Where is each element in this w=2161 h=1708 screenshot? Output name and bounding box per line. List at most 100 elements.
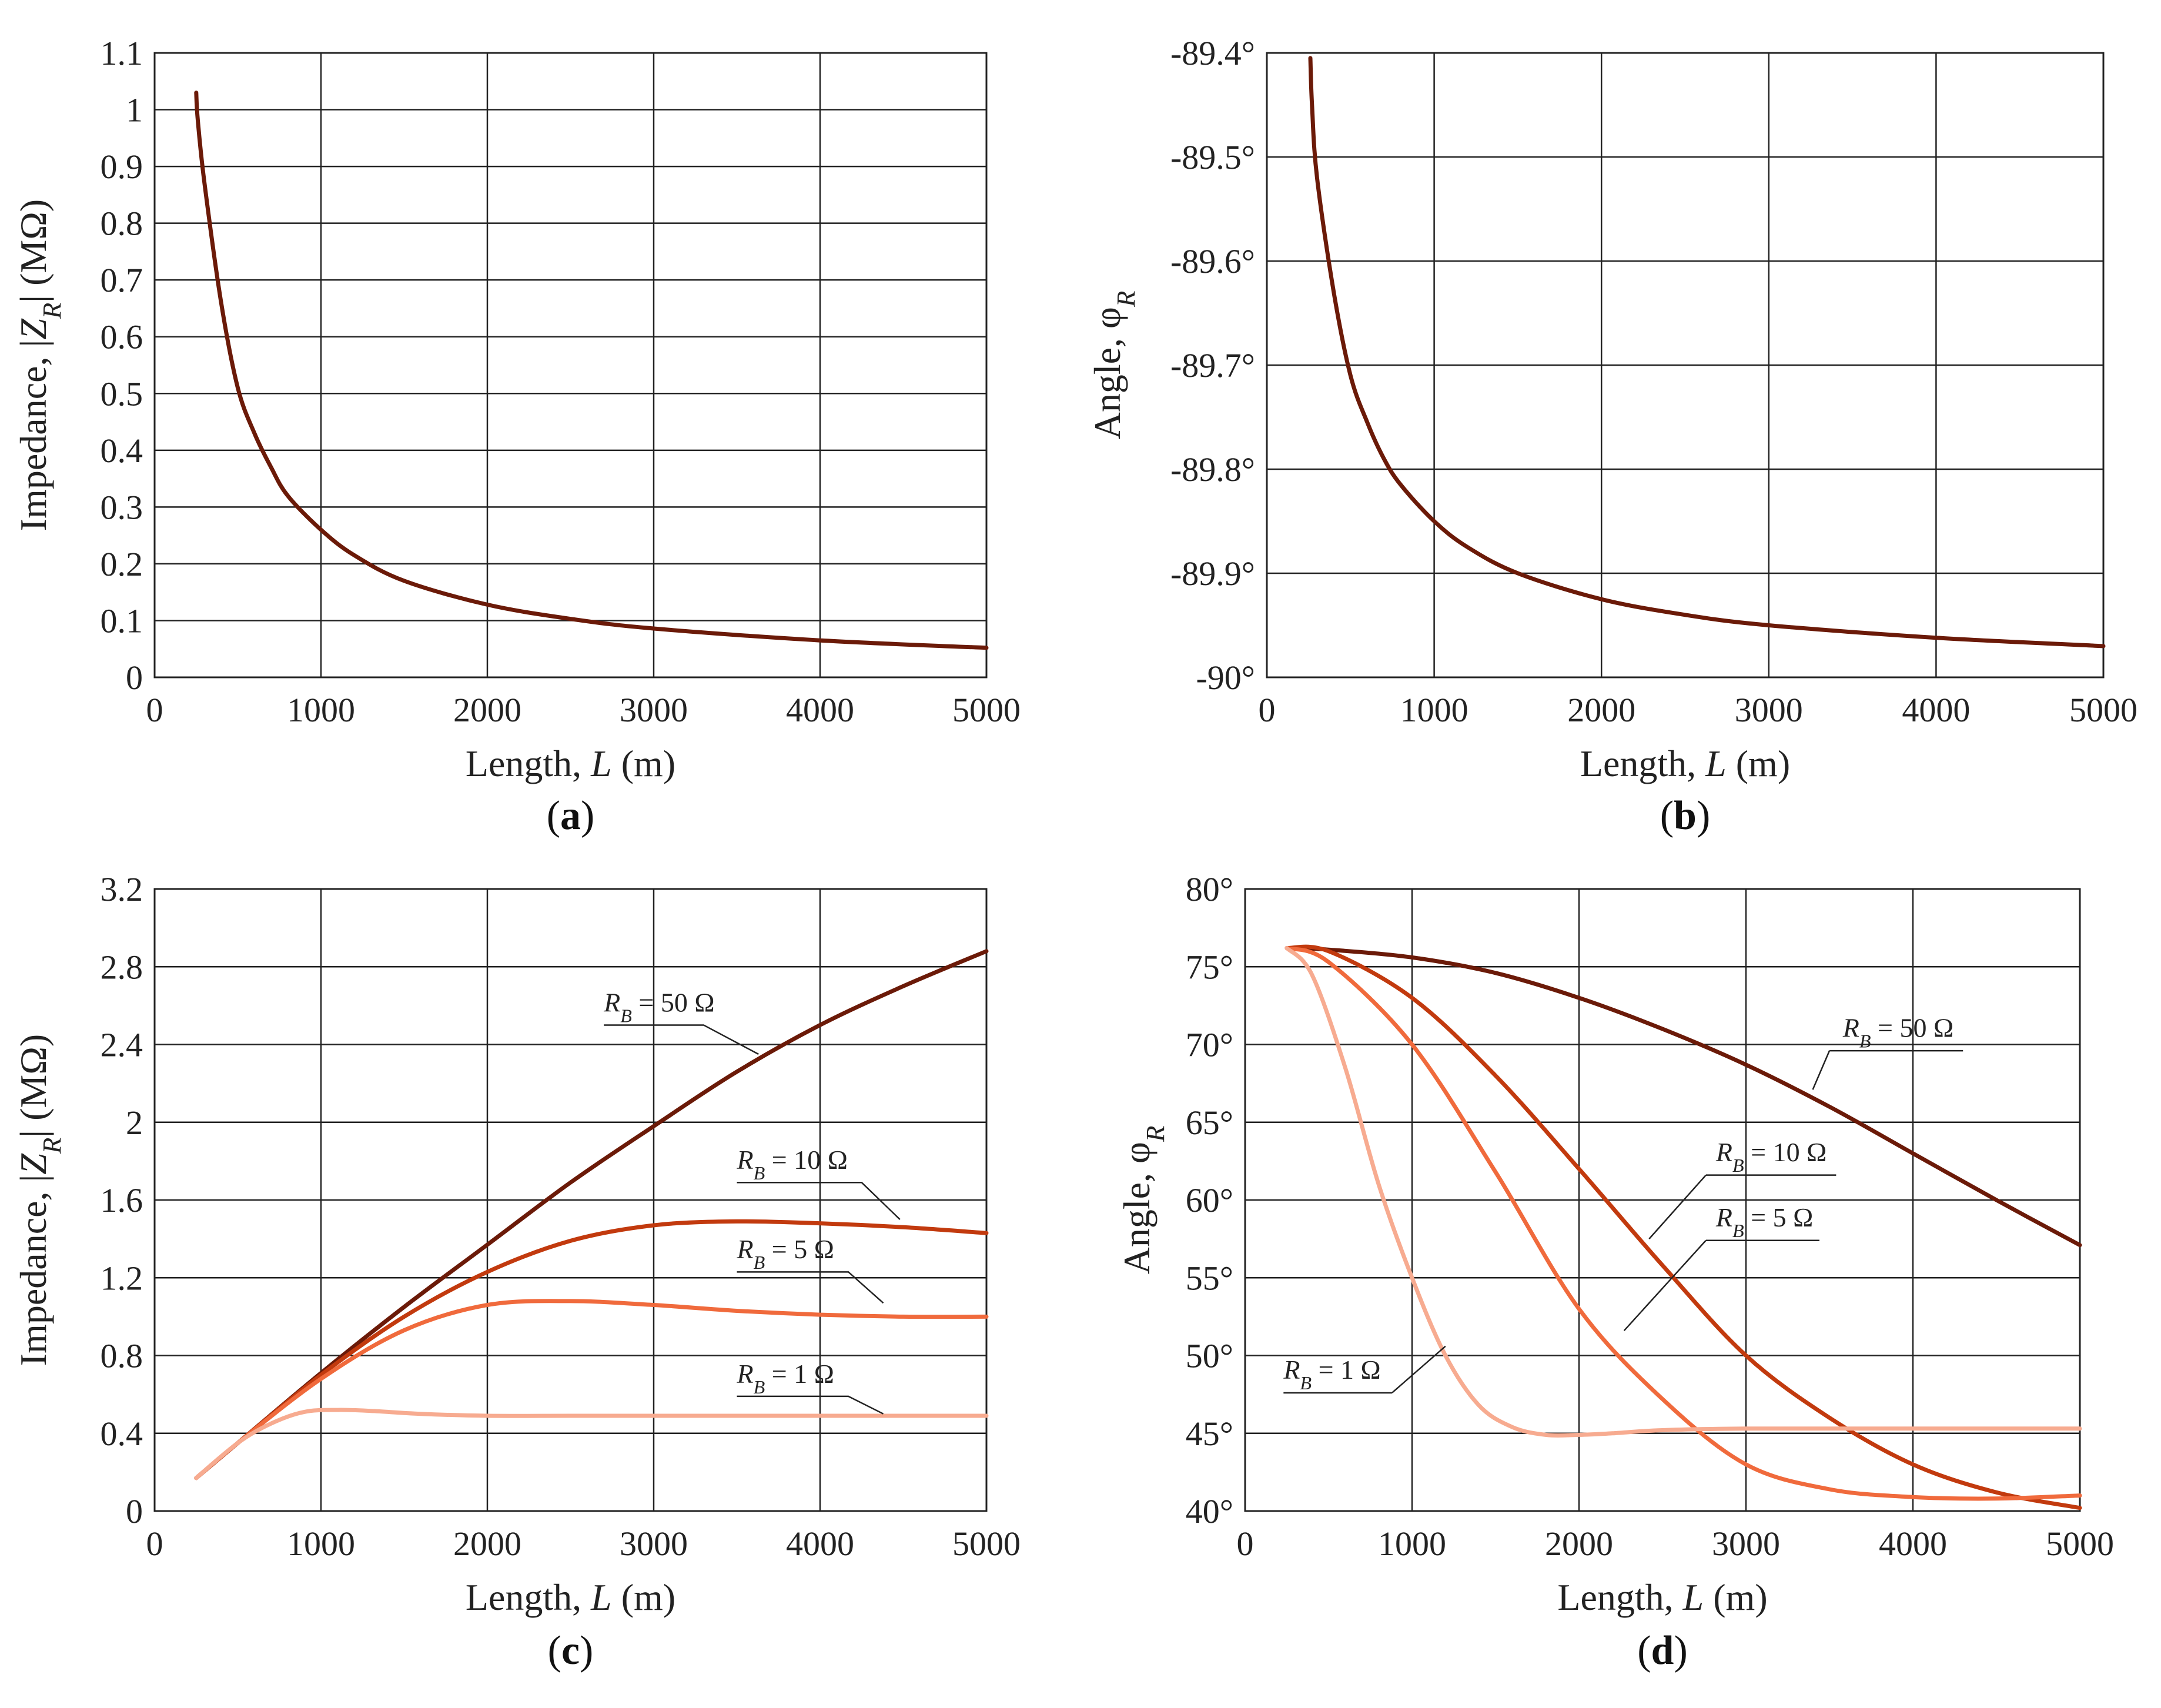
x-tick-label: 3000 [620,691,688,729]
y-axis-label: Impedance, |ZR| (MΩ) [12,1034,66,1366]
annotation-leader-tail [1812,1050,1831,1090]
y-tick-label: 60° [1186,1181,1233,1219]
y-tick-label: -89.9° [1170,554,1255,593]
series-line-1 [1308,56,2106,649]
series-line-2 [194,1219,989,1480]
y-tick-label: 0.2 [101,545,143,583]
x-tick-label: 0 [146,691,163,729]
series-annotation-label: RB = 5 Ω [1715,1202,1813,1241]
series-annotation-label: RB = 1 Ω [1283,1355,1380,1393]
series-line-4 [1284,946,2082,1438]
x-tick-label: 0 [1237,1525,1254,1563]
x-tick-label: 2000 [453,1525,521,1563]
annotation-leader [737,1271,884,1304]
y-tick-label: 0.1 [101,601,143,640]
plot-frame [1244,888,2081,1512]
x-axis-label: Length, L (m) [1557,1576,1767,1618]
y-tick-label: 0.6 [101,318,143,356]
y-tick-label: 0.7 [101,261,143,299]
y-tick-label: -89.7° [1170,346,1255,385]
y-tick-label: 55° [1186,1259,1233,1297]
series-line-1 [1284,946,2082,1248]
panel-b-angle-chart: 0 1000 2000 3000 4000 5000 -90° -89.9° -89.8° -89… [1086,34,2137,838]
y-axis-label: Impedance, |ZR| (MΩ) [12,199,66,531]
x-tick-label: 1000 [287,691,355,729]
y-tick-label: 3.2 [101,870,143,908]
series-annotation-label: RB = 1 Ω [737,1359,834,1398]
y-tick-label: 0.4 [101,432,143,470]
y-tick-label: -89.8° [1170,450,1255,489]
x-tick-label: 1000 [1378,1525,1446,1563]
x-tick-label: 4000 [1879,1525,1947,1563]
plot-frame [153,52,988,678]
y-tick-label: 1.2 [101,1259,143,1297]
y-tick-label: 1.6 [101,1181,143,1219]
y-tick-label: -89.5° [1170,138,1255,176]
y-tick-label: 1 [126,91,143,129]
x-tick-label: 5000 [952,1525,1021,1563]
y-tick-label: 2.8 [101,948,143,986]
annotation-leader-tail [1623,1239,1707,1332]
y-tick-label: 1.1 [101,34,143,72]
y-tick-label: 0.5 [101,375,143,413]
panel-caption: (a) [547,793,595,838]
y-tick-label: 40° [1186,1492,1233,1530]
series-annotation-label: RB = 5 Ω [737,1234,834,1273]
series-line-1 [194,949,989,1480]
x-tick-label: 3000 [1735,691,1803,729]
y-tick-label: 0 [126,659,143,697]
x-tick-label: 2000 [1567,691,1635,729]
x-tick-label: 0 [1259,691,1276,729]
y-tick-label: -89.4° [1170,34,1255,72]
y-tick-label: 0.9 [101,148,143,186]
y-axis-label: Angle, φR [1116,1126,1170,1275]
y-axis-label: Angle, φR [1086,291,1140,440]
y-tick-label: -89.6° [1170,242,1255,280]
x-tick-label: 2000 [1545,1525,1613,1563]
panel-d-angle-rb-chart: 0 1000 2000 3000 4000 5000 40° 45° 50° 55° 60° 65° 7… [1116,870,2114,1673]
y-tick-label: 0.8 [101,205,143,243]
x-tick-label: 1000 [1400,691,1468,729]
x-axis-label: Length, L (m) [1580,743,1790,784]
panel-caption: (d) [1637,1628,1688,1673]
series-line-4 [194,1408,989,1480]
y-tick-label: 0 [126,1492,143,1530]
x-tick-label: 5000 [2046,1525,2114,1563]
annotation-leader [737,1181,901,1220]
y-tick-label: 45° [1186,1415,1233,1453]
y-tick-label: 50° [1186,1337,1233,1375]
annotation-leader [737,1395,884,1415]
x-tick-label: 0 [146,1525,163,1563]
series-annotation-label: RB = 50 Ω [603,987,714,1026]
panel-a-impedance-chart: 0 1000 2000 3000 4000 5000 0 0.1 0.2 0.3 0.4 0.5 0.6… [12,34,1021,838]
annotation-leader-tail [1648,1174,1707,1239]
series-line-2 [1284,944,2082,1510]
x-tick-label: 5000 [2069,691,2137,729]
x-tick-label: 3000 [620,1525,688,1563]
x-tick-label: 4000 [786,1525,854,1563]
y-tick-label: 2 [126,1104,143,1142]
panel-caption: (c) [548,1628,594,1673]
x-axis-label: Length, L (m) [466,1576,675,1618]
plot-frame [153,888,988,1512]
x-tick-label: 5000 [952,691,1021,729]
y-tick-label: 2.4 [101,1026,143,1064]
y-tick-label: 0.3 [101,488,143,526]
panel-caption: (b) [1660,793,1711,838]
series-annotation-label: RB = 10 Ω [1715,1137,1827,1176]
plot-frame [1266,52,2105,678]
y-tick-label: 65° [1186,1104,1233,1142]
y-tick-label: 80° [1186,870,1233,908]
x-tick-label: 4000 [1902,691,1970,729]
y-tick-label: 75° [1186,948,1233,986]
panel-c-impedance-rb-chart: 0 1000 2000 3000 4000 5000 0 0.4 0.8 1.2 1.6 2 2.4 2.… [12,870,1021,1673]
y-tick-label: -90° [1196,659,1255,697]
series-annotation-label: RB = 50 Ω [1842,1012,1953,1051]
series-line-3 [194,1299,989,1480]
x-axis-label: Length, L (m) [466,743,675,784]
annotation-leader [604,1024,759,1055]
x-tick-label: 2000 [453,691,521,729]
x-tick-label: 1000 [287,1525,355,1563]
series-annotation-label: RB = 10 Ω [737,1145,848,1184]
